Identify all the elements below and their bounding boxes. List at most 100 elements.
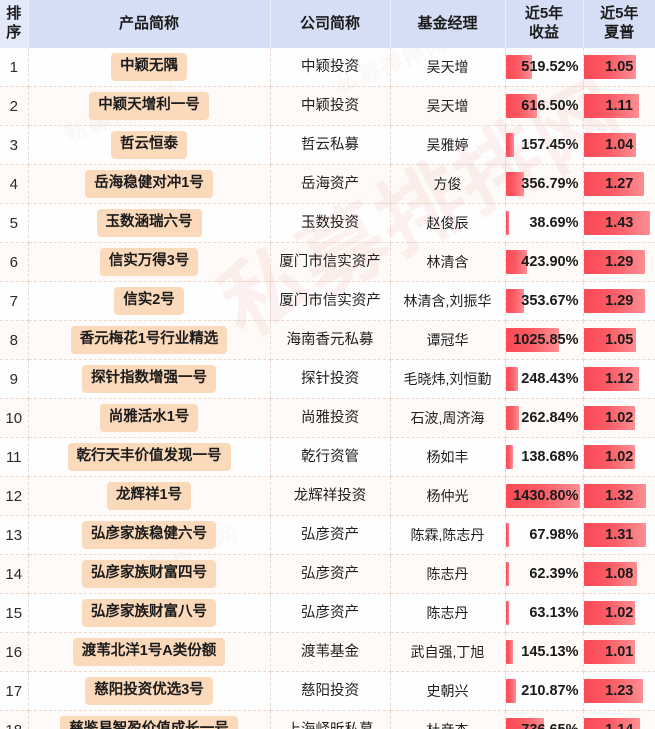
column-header-fund-manager[interactable]: 基金经理 [390, 0, 506, 48]
cell-5y-sharpe: 1.43 [583, 203, 655, 243]
cell-5y-sharpe: 1.29 [583, 281, 655, 321]
product-name-pill[interactable]: 弘彦家族财富八号 [82, 599, 216, 627]
cell-product-name[interactable]: 尚雅活水1号 [28, 398, 271, 438]
bar-value-label: 1.05 [605, 332, 634, 348]
cell-fund-manager: 吴雅婷 [390, 125, 506, 165]
table-header: 排 序 产品简称 公司简称 基金经理 近5年 收益 近5年 夏普 [0, 0, 655, 48]
product-name-pill[interactable]: 龙辉祥1号 [106, 482, 192, 510]
table-row[interactable]: 10 尚雅活水1号 尚雅投资 石波,周济海 262.84% 1.02 [0, 398, 655, 438]
product-name-pill[interactable]: 信实万得3号 [99, 248, 199, 276]
column-header-5y-return[interactable]: 近5年 收益 [505, 0, 584, 48]
cell-product-name[interactable]: 龙辉祥1号 [28, 476, 271, 516]
bar-wrapper: 1025.85% [505, 321, 583, 359]
cell-product-name[interactable]: 岳海稳健对冲1号 [28, 164, 271, 204]
product-name-pill[interactable]: 岳海稳健对冲1号 [85, 170, 213, 198]
cell-product-name[interactable]: 渡苇北洋1号A类份额 [28, 632, 271, 672]
cell-product-name[interactable]: 慈阳投资优选3号 [28, 671, 271, 711]
cell-product-name[interactable]: 信实2号 [28, 281, 271, 321]
product-name-pill[interactable]: 信实2号 [114, 287, 184, 315]
bar-value-label: 736.65% [506, 722, 583, 729]
product-name-pill[interactable]: 弘彦家族财富四号 [82, 560, 216, 588]
table-row[interactable]: 13 弘彦家族稳健六号 弘彦资产 陈霖,陈志丹 67.98% 1.31 [0, 515, 655, 555]
table-row[interactable]: 5 玉数涵瑞六号 玉数投资 赵俊辰 38.69% 1.43 [0, 203, 655, 243]
cell-product-name[interactable]: 玉数涵瑞六号 [28, 203, 271, 243]
bar-wrapper: 63.13% [505, 594, 583, 632]
column-header-product-name[interactable]: 产品简称 [28, 0, 271, 48]
cell-5y-sharpe: 1.12 [583, 359, 655, 399]
return-data-bar [505, 601, 509, 625]
cell-product-name[interactable]: 弘彦家族稳健六号 [28, 515, 271, 555]
cell-fund-manager: 陈霖,陈志丹 [390, 515, 506, 555]
cell-rank: 14 [0, 554, 29, 594]
table-row[interactable]: 11 乾行天丰价值发现一号 乾行资管 杨如丰 138.68% 1.02 [0, 437, 655, 477]
cell-company: 尚雅投资 [270, 398, 391, 438]
product-name-pill[interactable]: 慈鉴易智盈价值成长一号 [60, 716, 238, 729]
cell-product-name[interactable]: 乾行天丰价值发现一号 [28, 437, 271, 477]
sharpe-data-bar [583, 718, 640, 729]
cell-product-name[interactable]: 哲云恒泰 [28, 125, 271, 165]
bar-value-label: 248.43% [521, 371, 579, 387]
bar-value-label: 262.84% [521, 410, 579, 426]
product-name-pill[interactable]: 乾行天丰价值发现一号 [67, 443, 231, 471]
table-row[interactable]: 7 信实2号 厦门市信实资产 林清含,刘振华 353.67% 1.29 [0, 281, 655, 321]
bar-wrapper: 138.68% [505, 438, 583, 476]
column-header-company[interactable]: 公司简称 [270, 0, 391, 48]
sharpe-data-bar [583, 211, 651, 235]
product-name-pill[interactable]: 渡苇北洋1号A类份额 [72, 638, 226, 666]
cell-fund-manager: 石波,周济海 [390, 398, 506, 438]
product-name-pill[interactable]: 尚雅活水1号 [99, 404, 199, 432]
table-row[interactable]: 9 探针指数增强一号 探针投资 毛晓炜,刘恒勤 248.43% 1.12 [0, 359, 655, 399]
cell-rank: 16 [0, 632, 29, 672]
product-name-pill[interactable]: 探针指数增强一号 [82, 365, 216, 393]
column-header-5y-sharpe[interactable]: 近5年 夏普 [583, 0, 655, 48]
product-name-pill[interactable]: 香元梅花1号行业精选 [70, 326, 228, 354]
cell-fund-manager: 方俊 [390, 164, 506, 204]
table-row[interactable]: 18 慈鉴易智盈价值成长一号 上海峄昕私募杜彦杰736.65%1.14 [0, 710, 655, 729]
product-name-pill[interactable]: 慈阳投资优选3号 [85, 677, 213, 705]
cell-company: 龙辉祥投资 [270, 476, 391, 516]
table-row[interactable]: 14 弘彦家族财富四号 弘彦资产 陈志丹 62.39% 1.08 [0, 554, 655, 594]
cell-5y-sharpe: 1.05 [583, 48, 655, 87]
column-header-rank[interactable]: 排 序 [0, 0, 29, 48]
table-row[interactable]: 12 龙辉祥1号 龙辉祥投资 杨仲光 1430.80% 1.32 [0, 476, 655, 516]
cell-product-name[interactable]: 弘彦家族财富八号 [28, 593, 271, 633]
bar-value-label: 67.98% [529, 527, 579, 543]
cell-company: 乾行资管 [270, 437, 391, 477]
sharpe-data-bar [583, 328, 637, 352]
cell-product-name[interactable]: 香元梅花1号行业精选 [28, 320, 271, 360]
table-row[interactable]: 3 哲云恒泰 哲云私募 吴雅婷 157.45% 1.04 [0, 125, 655, 165]
return-data-bar [505, 328, 559, 352]
table-row[interactable]: 4 岳海稳健对冲1号 岳海资产 方俊 356.79% 1.27 [0, 164, 655, 204]
cell-rank: 1 [0, 48, 29, 87]
cell-fund-manager: 陈志丹 [390, 554, 506, 594]
product-name-pill[interactable]: 玉数涵瑞六号 [96, 209, 202, 237]
table-row[interactable]: 1 中颖无隅 中颖投资 吴天增 519.52% 1.05 [0, 48, 655, 87]
cell-rank: 15 [0, 593, 29, 633]
product-name-pill[interactable]: 中颖无隅 [111, 53, 187, 81]
bar-wrapper: 157.45% [505, 126, 583, 164]
cell-product-name[interactable]: 弘彦家族财富四号 [28, 554, 271, 594]
table-row[interactable]: 2 中颖天增利一号 中颖投资 吴天增 616.50% 1.11 [0, 86, 655, 126]
cell-fund-manager: 吴天增 [390, 86, 506, 126]
cell-product-name[interactable]: 探针指数增强一号 [28, 359, 271, 399]
table-row[interactable]: 6 信实万得3号 厦门市信实资产 林清含 423.90% 1.29 [0, 242, 655, 282]
bar-wrapper: 262.84% [505, 399, 583, 437]
product-name-pill[interactable]: 弘彦家族稳健六号 [82, 521, 216, 549]
cell-product-name[interactable]: 慈鉴易智盈价值成长一号 [28, 710, 271, 729]
cell-product-name[interactable]: 信实万得3号 [28, 242, 271, 282]
product-name-pill[interactable]: 中颖天增利一号 [89, 92, 209, 120]
cell-5y-sharpe: 1.02 [583, 437, 655, 477]
table-row[interactable]: 8 香元梅花1号行业精选 海南香元私募 谭冠华 1025.85% 1.05 [0, 320, 655, 360]
bar-wrapper: 1.27 [583, 165, 655, 203]
table-row[interactable]: 16 渡苇北洋1号A类份额 渡苇基金 武自强,丁旭 145.13% 1.01 [0, 632, 655, 672]
cell-product-name[interactable]: 中颖无隅 [28, 48, 271, 87]
cell-product-name[interactable]: 中颖天增利一号 [28, 86, 271, 126]
bar-wrapper: 353.67% [505, 282, 583, 320]
product-name-pill[interactable]: 哲云恒泰 [111, 131, 187, 159]
table-row[interactable]: 17 慈阳投资优选3号 慈阳投资 史朝兴 210.87% 1.23 [0, 671, 655, 711]
bar-value-label: 616.50% [521, 98, 579, 114]
cell-5y-return: 63.13% [505, 593, 584, 633]
table-row[interactable]: 15 弘彦家族财富八号 弘彦资产 陈志丹 63.13% 1.02 [0, 593, 655, 633]
bar-wrapper: 67.98% [505, 516, 583, 554]
